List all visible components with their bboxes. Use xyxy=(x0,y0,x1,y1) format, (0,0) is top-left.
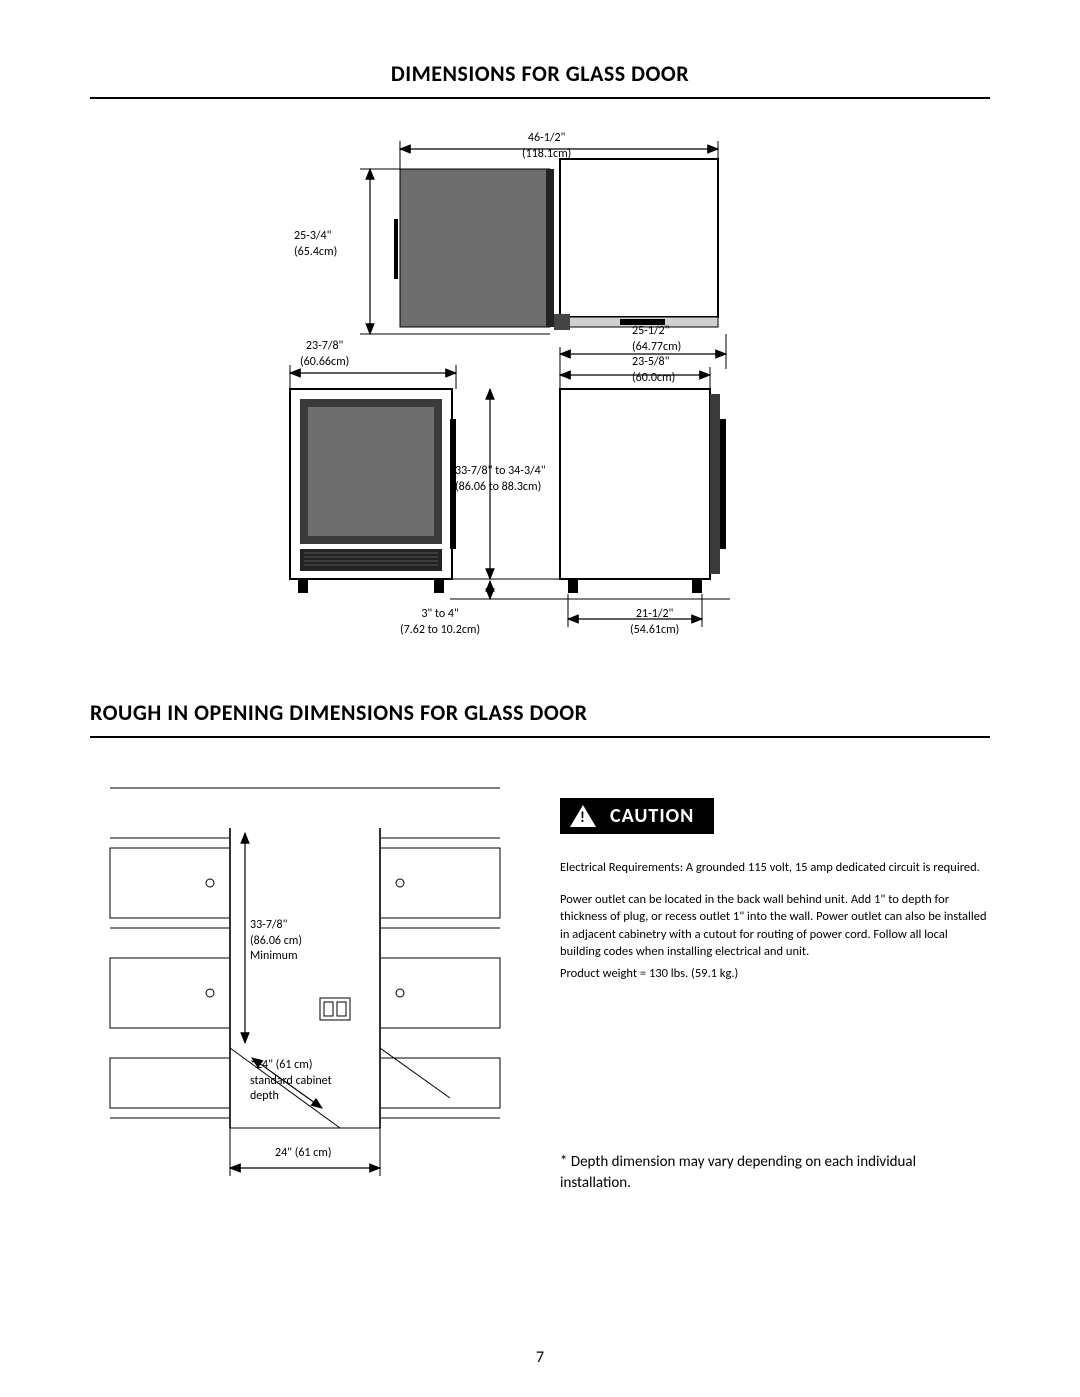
dim-rough-height: 33-7/8" (86.06 cm) Minimum xyxy=(250,918,302,965)
rough-in-diagram: 33-7/8" (86.06 cm) Minimum *24" (61 cm) … xyxy=(90,768,520,1238)
dim-front-width: 23-7/8" (60.66cm) xyxy=(300,339,349,370)
caution-p1: Electrical Requirements: A grounded 115 … xyxy=(560,859,990,877)
dim-side-depth1: 25-1/2" (64.77cm) xyxy=(632,324,681,355)
dim-side-depth2: 23-5/8" (60.0cm) xyxy=(632,355,675,386)
dim-rough-depth: *24" (61 cm) standard cabinet depth xyxy=(250,1058,332,1105)
section1-title: DIMENSIONS FOR GLASS DOOR xyxy=(90,60,990,99)
section2-title: ROUGH IN OPENING DIMENSIONS FOR GLASS DO… xyxy=(90,699,990,738)
dim-rough-width: 24" (61 cm) xyxy=(275,1146,332,1162)
dim-side-base: 21-1/2" (54.61cm) xyxy=(630,607,679,638)
dim-front-height: 33-7/8" to 34-3/4" (86.06 to 88.3cm) xyxy=(455,464,565,495)
dim-leg-height: 3" to 4" (7.62 to 10.2cm) xyxy=(400,607,480,638)
depth-footnote: * Depth dimension may vary depending on … xyxy=(560,1152,990,1194)
warning-icon xyxy=(570,805,596,827)
top-diagram: 46-1/2" (118.1cm) 25-3/4" (65.4cm) 23-7/… xyxy=(90,129,990,649)
dim-top-width: 46-1/2" (118.1cm) xyxy=(522,131,571,162)
dim-top-height: 25-3/4" (65.4cm) xyxy=(294,229,337,260)
caution-p3: Product weight = 130 lbs. (59.1 kg.) xyxy=(560,965,990,983)
caution-p2: Power outlet can be located in the back … xyxy=(560,891,990,961)
page-number: 7 xyxy=(536,1348,544,1367)
caution-label: CAUTION xyxy=(610,804,694,828)
caution-banner: CAUTION xyxy=(560,798,714,834)
